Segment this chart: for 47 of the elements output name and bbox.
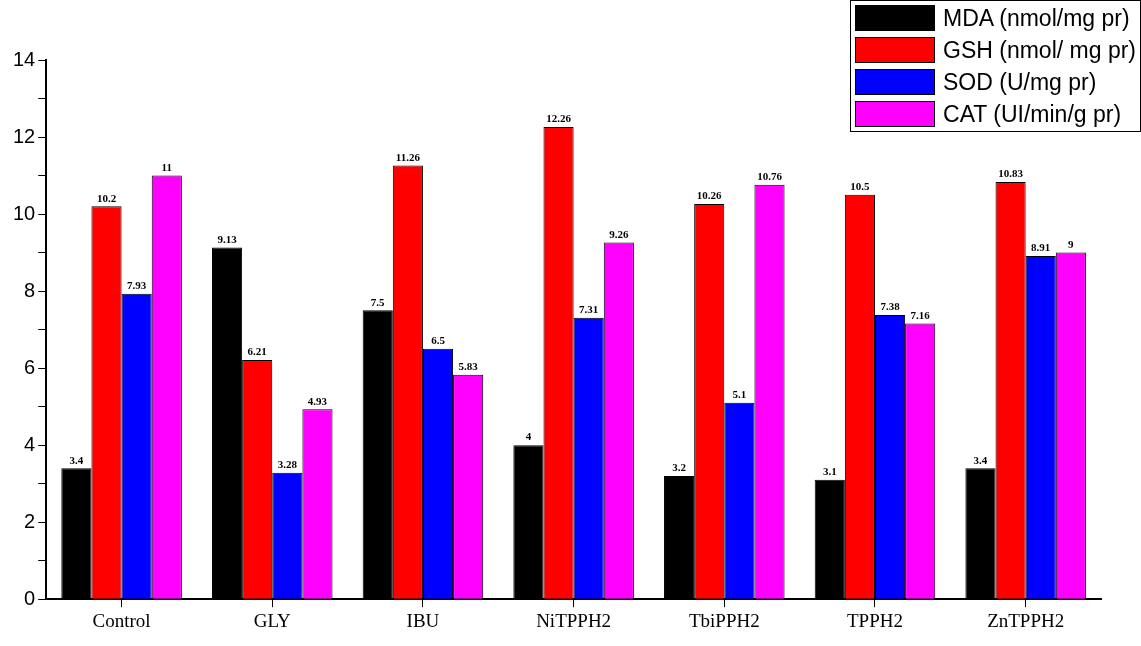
- y-tick-label: 4: [24, 432, 36, 455]
- legend-label: GSH (nmol/ mg pr): [943, 36, 1136, 64]
- data-label: 4.93: [307, 394, 328, 407]
- x-tick-label: NiTPPH2: [536, 609, 612, 631]
- data-label: 6.21: [247, 345, 267, 358]
- data-label: 4: [525, 430, 532, 443]
- data-label: 7.31: [579, 303, 599, 315]
- data-label: 7.16: [910, 308, 931, 321]
- data-label: 10.2: [96, 191, 117, 204]
- data-label: 11.26: [395, 150, 421, 163]
- data-label: 9.13: [217, 232, 238, 245]
- data-label: 8.91: [1031, 241, 1051, 254]
- data-label: 3.28: [277, 458, 298, 471]
- data-label: 7.93: [127, 279, 147, 292]
- x-tick-label: GLY: [253, 609, 292, 631]
- data-label: 3.1: [822, 465, 837, 478]
- data-label: 9.26: [609, 227, 629, 240]
- data-label: 10.5: [850, 180, 871, 193]
- y-tick-label: 2: [24, 509, 36, 532]
- legend-label: MDA (nmol/mg pr): [943, 4, 1130, 32]
- data-label: 3.4: [973, 453, 988, 466]
- data-label: 7.38: [880, 300, 901, 313]
- x-tick-label: TPPH2: [847, 609, 903, 631]
- data-label: 3.2: [672, 461, 687, 474]
- x-tick-label: Control: [92, 609, 151, 631]
- data-label: 5.83: [458, 360, 479, 373]
- data-label: 6.5: [431, 334, 446, 347]
- data-label: 10.26: [696, 189, 723, 202]
- y-tick-label: 8: [24, 278, 36, 301]
- data-label: 5.1: [732, 388, 747, 401]
- data-label: 12.26: [546, 112, 572, 125]
- legend-label: SOD (U/mg pr): [943, 68, 1097, 96]
- y-tick-label: 6: [24, 355, 36, 378]
- x-tick-label: IBU: [406, 609, 440, 631]
- data-label: 3.4: [69, 453, 84, 466]
- y-tick-label: 14: [13, 47, 36, 70]
- data-label: 9: [1068, 237, 1075, 250]
- data-label: 7.5: [370, 295, 386, 308]
- data-label: 10.76: [757, 170, 783, 183]
- y-tick-label: 10: [13, 201, 36, 224]
- x-tick-label: TbiPPH2: [688, 609, 760, 631]
- data-label: 10.83: [998, 167, 1024, 180]
- legend-label: CAT (UI/min/g pr): [943, 100, 1122, 128]
- y-tick-label: 0: [24, 586, 36, 609]
- x-tick-label: ZnTPPH2: [987, 609, 1065, 631]
- data-label: 11: [161, 160, 172, 173]
- y-tick-label: 12: [13, 124, 36, 147]
